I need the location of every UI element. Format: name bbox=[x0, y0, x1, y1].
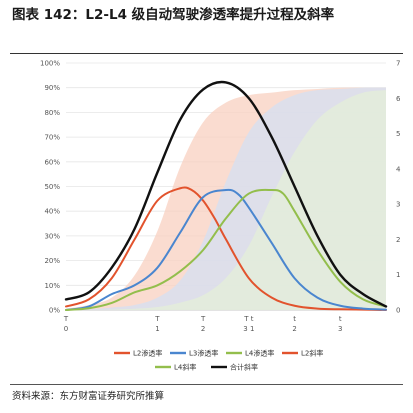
x-label-top: T bbox=[63, 315, 69, 323]
right-tick-label: 3 bbox=[396, 201, 400, 209]
right-tick-label: 7 bbox=[396, 60, 400, 68]
line-series-group bbox=[64, 80, 388, 311]
left-tick-label: 30% bbox=[44, 232, 60, 240]
x-label-top: T t bbox=[243, 315, 254, 323]
left-tick-label: 100% bbox=[40, 60, 60, 68]
x-label-bottom: 2 bbox=[292, 325, 296, 333]
x-label-top: t bbox=[339, 315, 342, 323]
source-note: 资料来源：东方财富证券研究所推算 bbox=[12, 391, 165, 402]
legend-label: L4斜率 bbox=[174, 363, 196, 372]
x-label-top: T bbox=[200, 315, 206, 323]
series-合计斜率-line bbox=[64, 80, 388, 308]
x-label-bottom: 3 bbox=[338, 325, 342, 333]
source-divider bbox=[10, 384, 403, 385]
left-tick-label: 90% bbox=[44, 84, 60, 92]
series-L4斜率-line bbox=[65, 188, 387, 311]
left-tick-label: 20% bbox=[44, 257, 60, 265]
x-label-bottom: 2 bbox=[201, 325, 205, 333]
x-label-top: T bbox=[154, 315, 160, 323]
chart-svg: 0% 10% 20% 30% 40% 50% 60% 70% 80% 90% 100% 0 1 2 3 4 5… bbox=[40, 60, 401, 372]
right-tick-label: 1 bbox=[396, 271, 400, 279]
left-tick-label: 40% bbox=[44, 208, 60, 216]
series-L4渗透率-area bbox=[66, 90, 386, 311]
right-tick-label: 4 bbox=[396, 165, 401, 173]
left-axis-ticks: 0% 10% 20% 30% 40% 50% 60% 70% 80% 90% 100% bbox=[40, 60, 60, 315]
right-tick-label: 5 bbox=[396, 130, 400, 138]
left-tick-label: 80% bbox=[44, 109, 60, 117]
x-axis-labels: T 0 T 1 T 2 T t 3 1 t 2 t 3 bbox=[63, 315, 343, 333]
right-tick-label: 0 bbox=[396, 307, 400, 315]
left-tick-label: 10% bbox=[44, 282, 60, 290]
series-L2斜率-line bbox=[65, 186, 387, 311]
series-L3斜率-line bbox=[65, 188, 387, 311]
right-tick-label: 2 bbox=[396, 236, 400, 244]
chart-title: 图表 142：L2-L4 级自动驾驶渗透率提升过程及斜率 bbox=[12, 7, 335, 23]
legend-label: 合计斜率 bbox=[230, 363, 258, 372]
x-label-bottom: 3 1 bbox=[243, 325, 254, 333]
left-tick-label: 50% bbox=[44, 183, 60, 191]
legend-label: L2斜率 bbox=[301, 349, 323, 358]
left-tick-label: 0% bbox=[49, 307, 60, 315]
legend: L2渗透率 L3渗透率 L4渗透率 L2斜率 L4斜率 合计斜率 bbox=[114, 349, 323, 372]
x-label-bottom: 0 bbox=[64, 325, 68, 333]
x-label-bottom: 1 bbox=[155, 325, 159, 333]
left-tick-label: 60% bbox=[44, 158, 60, 166]
right-tick-label: 6 bbox=[396, 95, 401, 103]
title-divider bbox=[10, 53, 403, 54]
right-axis-ticks: 0 1 2 3 4 5 6 7 bbox=[396, 60, 401, 315]
legend-label: L3渗透率 bbox=[189, 349, 218, 358]
area-series-group bbox=[66, 87, 386, 311]
left-tick-label: 70% bbox=[44, 134, 60, 142]
legend-label: L4渗透率 bbox=[245, 349, 274, 358]
legend-label: L2渗透率 bbox=[133, 349, 162, 358]
x-label-top: t bbox=[293, 315, 296, 323]
